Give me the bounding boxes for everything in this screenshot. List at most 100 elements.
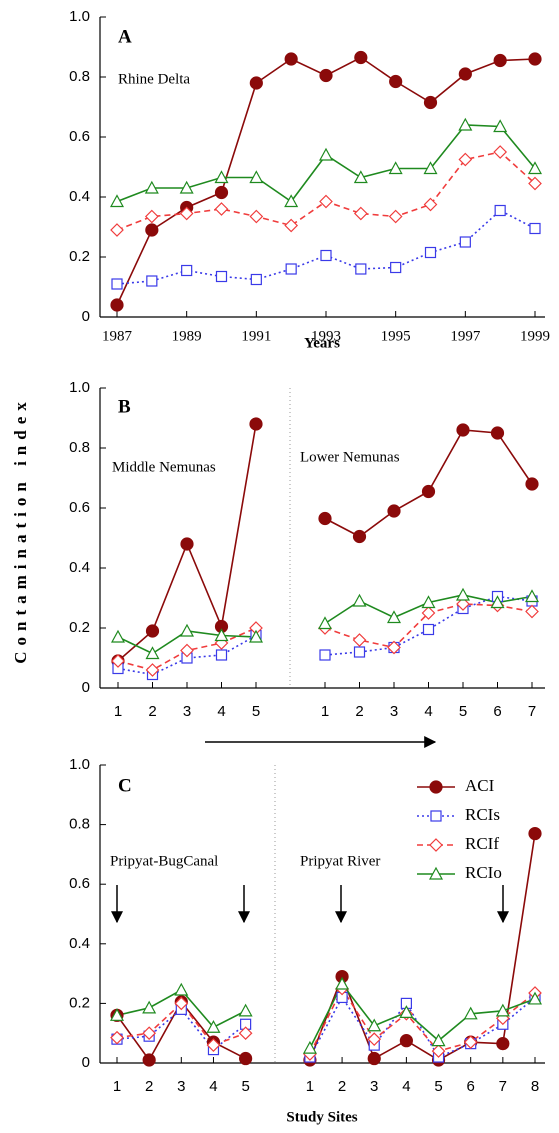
x-axis-label: Study Sites [286,1109,357,1125]
point-marker [431,1033,446,1047]
point-marker [174,996,189,1011]
point-marker [145,223,159,237]
point-marker [284,52,298,66]
point-marker [248,629,264,643]
point-marker [493,145,508,159]
point-marker [144,209,159,224]
point-marker [249,209,264,224]
point-marker [249,170,264,184]
point-marker [174,982,189,996]
group-label: Lower Nemunas [300,449,400,465]
point-marker [250,273,262,286]
x-tick-label: 3 [370,1078,378,1095]
point-marker [285,263,297,275]
point-marker [110,629,126,643]
y-tick-label: 0.8 [69,68,90,85]
point-marker [527,991,543,1005]
x-tick-label: 3 [183,703,191,720]
point-marker [180,537,194,551]
y-tick-label: 0.2 [69,619,90,636]
x-tick-label: 4 [217,703,225,720]
y-tick-label: 0 [82,679,90,696]
point-marker [318,511,332,526]
y-tick-label: 0.4 [69,935,90,952]
y-tick-label: 0 [82,1054,90,1071]
point-marker [527,161,543,175]
point-marker [463,1035,478,1049]
point-marker [399,1005,414,1018]
point-marker [179,623,195,637]
point-marker [214,202,229,216]
y-tick-label: 1.0 [69,756,90,773]
point-marker [238,1003,253,1017]
point-marker [459,236,471,248]
x-tick-label: 5 [241,1078,249,1095]
legend-marker [428,866,444,880]
point-marker [352,633,367,647]
x-tick-label: 1997 [450,328,481,344]
point-marker [529,222,541,235]
legend-label: ACI [465,776,495,795]
point-marker [463,1006,478,1020]
x-tick-label: 1999 [520,328,550,344]
x-tick-label: 4 [402,1078,410,1095]
x-tick-label: 2 [355,703,363,720]
site-arrows [111,885,509,924]
point-marker [455,587,471,601]
point-marker [424,246,437,259]
point-marker [142,1000,157,1014]
y-tick-label: 1.0 [69,379,90,396]
x-tick-label: 3 [390,703,398,720]
y-tick-label: 0.2 [69,994,90,1011]
point-marker [302,1040,317,1054]
point-marker [320,249,332,262]
point-marker [525,477,539,491]
legend-label: RCIs [465,805,500,824]
point-marker [318,147,334,161]
point-marker [215,649,228,661]
y-tick-label: 0.2 [69,248,90,265]
point-marker [144,180,159,194]
x-tick-label: 1 [306,1078,314,1095]
legend-marker [430,810,442,822]
group-label: Middle Nemunas [112,459,216,475]
x-tick-label: 3 [177,1078,185,1095]
point-marker [367,1018,382,1032]
x-tick-label: 7 [499,1078,507,1095]
point-marker [145,663,160,677]
panel-label: A [118,26,132,47]
point-marker [239,1051,253,1066]
point-marker [367,1032,382,1047]
point-marker [423,95,438,110]
point-marker [421,606,436,620]
y-tick-label: 1.0 [69,8,90,25]
point-marker [494,204,506,217]
legend-label: RCIo [465,863,502,882]
legend-label: RCIf [465,834,499,853]
point-marker [319,194,333,209]
point-marker [319,68,333,83]
panel-label: B [118,396,131,417]
x-tick-label: 6 [467,1078,475,1095]
point-marker [456,597,470,611]
point-marker [145,646,160,660]
point-marker [353,206,368,221]
point-marker [524,589,540,603]
x-tick-label: 1 [321,703,329,720]
x-tick-label: 4 [209,1078,217,1095]
y-tick-label: 0.4 [69,559,90,576]
point-marker [387,504,401,518]
x-tick-label: 1993 [311,328,341,344]
point-marker [238,1026,253,1041]
panel: 0 0.2 0.4 0.6 0.8 1.0 1 2 3 4 5 1 2 3 4 5 6 7 B Middle Nemu… [69,379,545,720]
point-marker [496,1037,510,1051]
point-marker [284,218,299,233]
x-tick-label: 1 [114,703,122,720]
panel: 0 0.2 0.4 0.6 0.8 1.0 1987 1989 1991 1993 1995 1997… [69,8,550,351]
y-tick-label: 0.6 [69,499,90,516]
point-marker [317,616,333,630]
point-marker [206,1019,221,1033]
point-marker [109,1008,125,1021]
point-marker [493,119,508,133]
y-tick-label: 0 [82,308,90,325]
